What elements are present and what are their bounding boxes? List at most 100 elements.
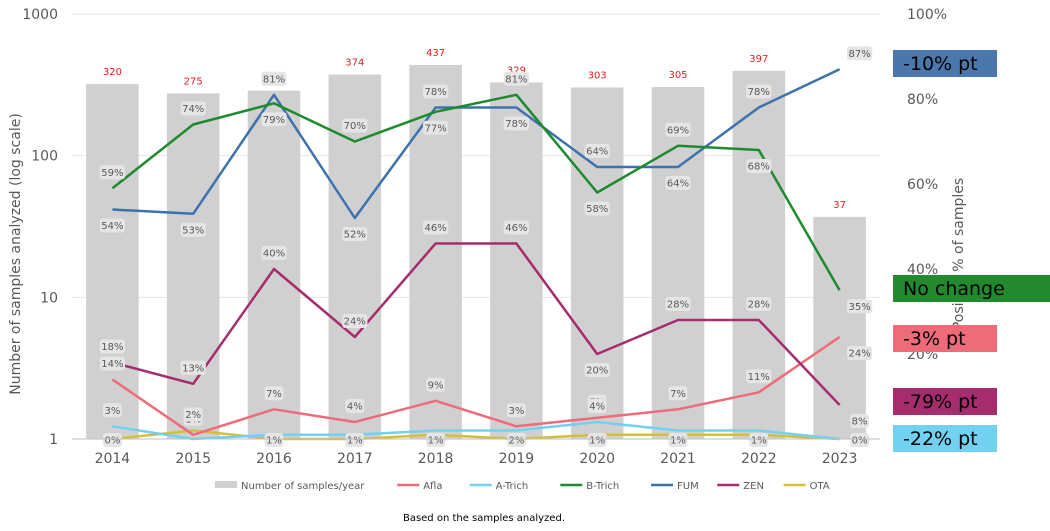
- data-label-box: [426, 377, 445, 392]
- data-label-fum: 78%: [505, 119, 527, 130]
- data-label-b-trich: 35%: [848, 302, 870, 313]
- legend-label: FUM: [677, 481, 699, 492]
- legend-label: ZEN: [743, 481, 764, 492]
- x-tick-label: 2015: [175, 451, 211, 467]
- data-label-box: [584, 144, 610, 158]
- x-tick-label: 2019: [499, 451, 535, 467]
- series-line-a-trich: [112, 420, 840, 441]
- x-tick-label: 2014: [95, 451, 131, 467]
- data-label-box: [180, 101, 206, 116]
- data-label-box: [99, 339, 125, 354]
- line-series: [111, 68, 841, 441]
- series-line-zen: [112, 242, 841, 406]
- bar: [490, 82, 543, 439]
- data-label-box: [345, 433, 365, 447]
- bar-value-label: 397: [749, 54, 768, 65]
- data-label-box: [665, 297, 691, 311]
- y-tick-label: 100: [31, 149, 58, 165]
- data-label-box: [847, 46, 873, 61]
- axes: 1 10 100 1000 20% 40% 60% 80% 100% 2014 2015 2016 20…: [22, 7, 947, 467]
- bar: [166, 93, 220, 440]
- callout-label: No change: [903, 278, 1005, 300]
- callout-label: -3% pt: [903, 328, 966, 350]
- data-label-afla: 3%: [508, 406, 524, 417]
- data-label-box: [665, 176, 691, 190]
- bar: [86, 84, 139, 439]
- data-label-box: [587, 399, 607, 413]
- data-label-fum: 81%: [263, 74, 285, 85]
- data-label-afla: 9%: [428, 380, 444, 391]
- x-tick-label: 2023: [822, 451, 858, 467]
- data-label-box: [103, 403, 122, 418]
- callouts: -10% pt No change -3% pt -79% pt -22% pt: [893, 50, 1050, 452]
- data-label-fum: 87%: [848, 49, 870, 60]
- callout-label: -22% pt: [903, 428, 978, 450]
- data-label-box: [665, 122, 691, 137]
- data-label-fum: 54%: [101, 221, 123, 232]
- bar-series: [86, 64, 866, 440]
- y2-tick-label: 80%: [907, 92, 938, 108]
- legend-label: Number of samples/year: [241, 481, 365, 492]
- y-tick-label: 1000: [22, 7, 58, 23]
- data-label-box: [503, 116, 529, 131]
- bar-value-label: 437: [426, 48, 445, 59]
- data-label-a-trich: 3%: [104, 406, 120, 417]
- data-label-box: [261, 71, 287, 86]
- data-label-zen: 8%: [852, 417, 868, 428]
- data-label-box: [103, 433, 122, 447]
- data-label-box: [584, 363, 610, 377]
- data-label-box: [847, 299, 873, 314]
- data-label-box: [342, 227, 368, 241]
- series-line-afla: [111, 335, 841, 437]
- data-label-ota: 2%: [185, 410, 201, 421]
- data-label-a-trich: 0%: [852, 436, 868, 447]
- data-label-box: [99, 356, 125, 371]
- data-label-box: [668, 433, 688, 447]
- data-label-box: [847, 346, 873, 360]
- data-label-zen: 18%: [101, 342, 123, 353]
- data-label-afla: 7%: [266, 389, 282, 400]
- data-label-box: [746, 297, 772, 311]
- data-label-box: [423, 220, 449, 235]
- data-label-box: [99, 218, 125, 233]
- x-tick-label: 2020: [579, 451, 615, 467]
- legend-label: OTA: [810, 481, 830, 492]
- bar: [247, 90, 301, 440]
- data-label-box: [749, 433, 769, 447]
- x-tick-label: 2017: [337, 451, 373, 467]
- data-label-afla: 11%: [748, 372, 770, 383]
- data-label-a-trich: 1%: [347, 436, 363, 447]
- data-label-box: [183, 407, 203, 422]
- data-label-a-trich: 2%: [508, 436, 524, 447]
- data-label-box: [261, 112, 287, 127]
- legend-label: B-Trich: [586, 481, 619, 492]
- data-label-box: [584, 201, 610, 216]
- bar-value-label: 37: [833, 200, 846, 211]
- bar: [732, 70, 786, 439]
- data-label-b-trich: 58%: [586, 204, 608, 215]
- data-label-box: [503, 220, 529, 235]
- data-label-box: [180, 222, 206, 237]
- x-tick-label: 2021: [660, 451, 696, 467]
- legend-label: Afla: [423, 481, 442, 492]
- data-label-ota: 1%: [670, 436, 686, 447]
- data-label-b-trich: 70%: [344, 121, 366, 132]
- bar: [570, 87, 624, 440]
- data-label-box: [507, 403, 526, 418]
- data-label-box: [99, 165, 125, 180]
- data-label-fum: 52%: [344, 230, 366, 241]
- callout-box: [893, 425, 997, 452]
- y-axis-title: Number of samples analyzed (log scale): [8, 113, 24, 395]
- data-label-ota: 1%: [751, 436, 767, 447]
- data-label-b-trich: 59%: [101, 168, 123, 179]
- bar-value-label: 320: [103, 67, 122, 78]
- callout-box: [893, 388, 997, 415]
- data-label-b-trich: 81%: [505, 74, 527, 85]
- x-tick-label: 2022: [741, 451, 777, 467]
- bar-value-label: 329: [507, 65, 526, 76]
- series-line-fum: [112, 68, 841, 220]
- data-label-fum: 53%: [182, 225, 204, 236]
- data-label-zen: 28%: [748, 300, 770, 311]
- data-label-box: [261, 246, 287, 260]
- data-label-box: [850, 414, 869, 428]
